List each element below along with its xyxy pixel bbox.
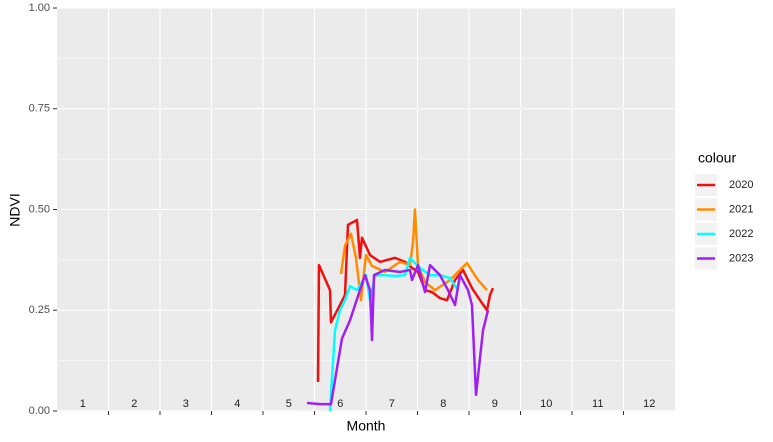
- legend-label: 2023: [729, 252, 753, 264]
- x-tick-label: 1: [80, 398, 86, 410]
- x-tick-label: 4: [234, 398, 240, 410]
- y-tick-label: 0.25: [29, 304, 50, 316]
- x-tick-label: 11: [592, 398, 603, 410]
- legend-title: colour: [698, 150, 736, 166]
- x-tick-label: 3: [183, 398, 189, 410]
- x-tick-label: 9: [492, 398, 498, 410]
- x-tick-label: 7: [389, 398, 395, 410]
- x-tick-label: 12: [643, 398, 655, 410]
- x-tick-label: 10: [540, 398, 552, 410]
- y-tick-label: 0.75: [29, 103, 50, 115]
- x-axis-title: Month: [347, 418, 386, 434]
- x-tick-label: 2: [131, 398, 137, 410]
- legend-label: 2022: [729, 228, 753, 240]
- y-tick-label: 0.00: [29, 405, 50, 417]
- legend-label: 2021: [729, 203, 753, 215]
- series-line: [306, 263, 490, 406]
- legend-label: 2020: [729, 179, 753, 191]
- series-line: [316, 218, 495, 382]
- y-axis-title: NDVI: [7, 193, 23, 226]
- y-tick-label: 0.50: [29, 203, 50, 215]
- x-tick-label: 8: [440, 398, 446, 410]
- x-tick-label: 6: [337, 398, 343, 410]
- y-tick-label: 1.00: [29, 2, 50, 14]
- x-tick-label: 5: [286, 398, 292, 410]
